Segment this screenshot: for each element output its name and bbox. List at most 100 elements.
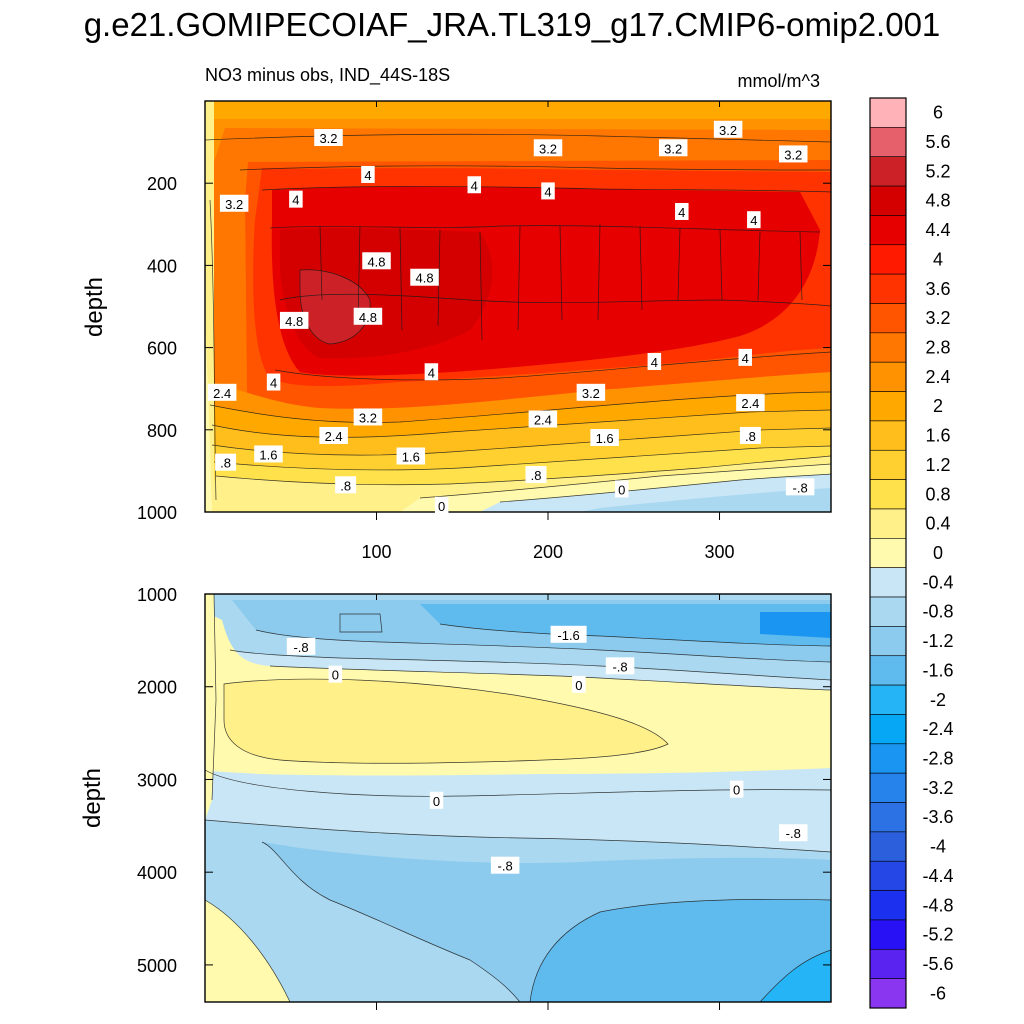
contour-label: -1.6 <box>550 625 587 643</box>
contour-label-bg <box>279 311 309 329</box>
contour-label-text: 4 <box>750 213 757 228</box>
colorbar-swatch <box>869 626 907 657</box>
colorbar-level-label: 2 <box>933 396 943 416</box>
contour-label: 0 <box>572 675 586 693</box>
contour-label-bg <box>254 445 283 463</box>
contour-label-bg <box>525 466 547 484</box>
contour-label-bg <box>779 145 808 163</box>
contour-label-text: .8 <box>745 429 756 444</box>
contour-label-bg <box>541 182 555 200</box>
contour-label-text: 4 <box>270 376 277 391</box>
contour-label-bg <box>319 426 348 444</box>
colorbar-swatch <box>869 127 907 158</box>
colorbar-swatch <box>869 391 907 422</box>
contour-label-text: 4.8 <box>415 271 433 286</box>
contour-label-bg <box>207 383 237 401</box>
contour-label-bg <box>328 665 343 683</box>
contour-label: 2.4 <box>528 410 558 428</box>
contour-label: 4 <box>647 352 662 370</box>
contour-label: 2.4 <box>319 426 348 444</box>
colorbar-level-label: -4.8 <box>922 895 953 915</box>
contour-label-bg <box>286 637 316 655</box>
contour-label-text: 0 <box>575 678 582 693</box>
contour-label: 3.2 <box>713 120 743 138</box>
contour-label: 3.2 <box>533 139 563 157</box>
contour-label-text: -.8 <box>293 640 308 655</box>
contour-label-bg <box>215 453 237 471</box>
contour-label: 0 <box>434 496 449 514</box>
colorbar-level-label: -0.8 <box>922 602 953 622</box>
x-tick-label: 300 <box>704 542 734 562</box>
colorbar-level-label: 5.2 <box>925 161 950 181</box>
colorbar-swatch <box>869 948 907 979</box>
contour-label: 3.2 <box>353 408 383 426</box>
contour-label-text: 4 <box>678 205 685 220</box>
contour-label: 4 <box>675 202 689 220</box>
contour-label-bg <box>739 426 761 444</box>
contour-label-text: -.8 <box>793 480 808 495</box>
y-tick-label: 1000 <box>137 503 177 523</box>
contour-label: 4 <box>467 176 482 194</box>
contour-label-text: 4.8 <box>285 314 303 329</box>
contour-label: 0 <box>429 791 444 809</box>
contour-label: -.8 <box>605 657 635 675</box>
contour-label-bg <box>576 383 606 401</box>
upper-x-ticks: 100 200 300 <box>361 101 735 562</box>
contour-label: 4 <box>738 348 752 366</box>
colorbar-swatch <box>869 596 907 627</box>
colorbar-level-label: -5.2 <box>922 925 953 945</box>
contour-label-bg <box>424 363 439 381</box>
colorbar-swatch <box>869 273 907 304</box>
colorbar-frame <box>869 97 907 1009</box>
contour-label-bg <box>467 176 482 194</box>
contour-label-text: 1.6 <box>596 431 614 446</box>
contour-label-text: 0 <box>433 794 440 809</box>
colorbar-level-label: -1.6 <box>922 660 953 680</box>
contour-label-text: 4.8 <box>367 254 385 269</box>
contour-label: 3.2 <box>219 194 249 212</box>
contour-label-text: 4 <box>364 168 371 183</box>
colorbar-level-label: 3.2 <box>925 308 950 328</box>
contour-label: 2.4 <box>736 394 765 412</box>
contour-label-text: 1.6 <box>402 450 420 465</box>
contour-label-bg <box>410 268 439 286</box>
contour-label-bg <box>429 791 444 809</box>
contour-label-bg <box>605 657 635 675</box>
colorbar-level-label: -5.6 <box>922 954 953 974</box>
contour-label: -.8 <box>490 856 520 874</box>
colorbar-swatch <box>869 831 907 862</box>
y-tick-label: 600 <box>147 339 177 359</box>
figure-title: g.e21.GOMIPECOIAF_JRA.TL319_g17.CMIP6-om… <box>84 6 941 43</box>
y-tick-label: 800 <box>147 421 177 441</box>
x-tick-label: 200 <box>533 542 563 562</box>
contour-label-text: 3.2 <box>784 147 802 162</box>
contour-label: 4.8 <box>279 311 309 329</box>
contour-label: 1.6 <box>590 429 619 447</box>
colorbar-swatch <box>869 156 907 187</box>
colorbar-level-label: 3.6 <box>925 279 950 299</box>
colorbar-swatch <box>869 420 907 451</box>
colorbar-swatch <box>869 714 907 745</box>
contour-label-text: 3.2 <box>664 141 682 156</box>
contour-label-text: .8 <box>531 468 542 483</box>
contour-label: 4.8 <box>362 252 391 269</box>
contour-label: 2.4 <box>207 383 237 401</box>
contour-label-bg <box>362 252 391 270</box>
y-tick-label: 5000 <box>137 956 177 976</box>
colorbar-level-label: 0 <box>933 543 943 563</box>
lower-panel-fill <box>205 594 831 1002</box>
contour-label-bg <box>396 447 426 465</box>
contour-label: 3.2 <box>576 383 606 401</box>
colorbar-swatch <box>869 772 907 803</box>
contour-label-bg <box>528 410 558 428</box>
contour-label: 1.6 <box>396 447 426 465</box>
colorbar-swatch <box>869 244 907 275</box>
contour-label-text: 4.8 <box>359 310 377 325</box>
contour-label-bg <box>658 139 688 157</box>
contour-label-text: 0 <box>618 482 625 497</box>
colorbar-swatch <box>869 479 907 510</box>
contour-label-bg <box>736 394 765 412</box>
contour-label: -.8 <box>286 637 316 655</box>
